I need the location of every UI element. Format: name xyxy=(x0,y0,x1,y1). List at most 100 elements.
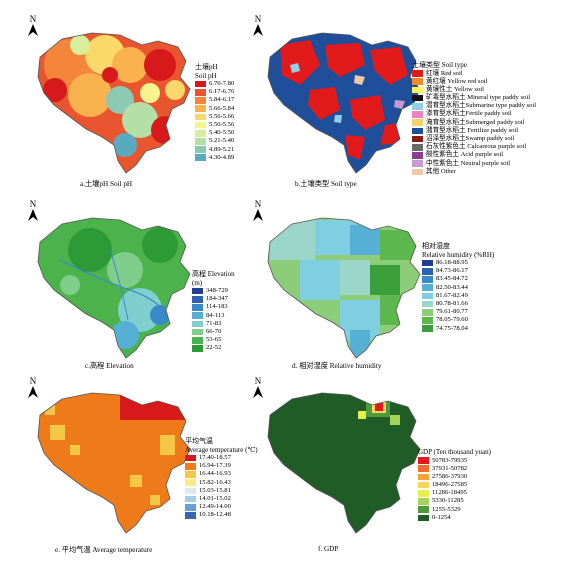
legend-label: 黄红壤 Yellow red soil xyxy=(426,77,488,85)
legend-label: 86.18-88.95 xyxy=(436,259,468,266)
legend-swatch xyxy=(412,160,423,167)
legend-swatch xyxy=(185,454,196,462)
legend-label: 石灰性紫色土 Calcareous purple soil xyxy=(426,143,527,151)
legend-swatch xyxy=(195,138,206,145)
legend-item: 6.17-6.76 xyxy=(195,88,234,96)
legend-item: 71-83 xyxy=(192,320,235,328)
legend-swatch xyxy=(418,506,429,514)
legend-subtitle: Average temperature (℃) xyxy=(185,445,258,454)
legend-item: 84-113 xyxy=(192,312,235,320)
legend-label: 6.17-6.76 xyxy=(209,88,235,96)
legend-label: 5.66-5.84 xyxy=(209,104,235,112)
legend-item: 81.67-82.49 xyxy=(422,292,494,300)
legend-label: 71-83 xyxy=(206,319,222,327)
legend-item: 15.82-16.43 xyxy=(185,479,258,487)
average-temperature-map xyxy=(37,392,191,534)
north-arrow-icon: N xyxy=(250,15,266,36)
panel-soil-type: N 土壤类型 Soil type 红壤 Red soil 黄红壤 Yellow r… xyxy=(253,5,580,190)
legend-item: 矿毒型水稻土 Mineral type paddy soil xyxy=(412,94,536,102)
legend-item: 66-70 xyxy=(192,328,235,336)
legend-label: 18496-27585 xyxy=(432,481,468,489)
legend-title: 平均气温 xyxy=(185,437,213,445)
caption-gdp: f. GDP xyxy=(318,545,339,553)
legend-item: 79.61-80.77 xyxy=(422,308,494,316)
legend-swatch xyxy=(195,154,206,162)
legend-label: 潴育型水稻土 Fertilize paddy soil xyxy=(426,126,519,134)
legend-label: 79.61-80.77 xyxy=(436,308,468,316)
legend-label: 中性紫色土 Neutral purple soil xyxy=(426,159,511,167)
soil-ph-legend: 土壤pH Soil pH 6.76-7.80 6.17-6.76 5.84-6.17… xyxy=(195,63,234,162)
legend-label: 15.82-16.43 xyxy=(199,478,231,486)
legend-swatch xyxy=(412,168,423,176)
legend-label: 22-52 xyxy=(206,344,222,352)
legend-label: 11286-18495 xyxy=(432,489,467,497)
legend-swatch xyxy=(422,325,433,332)
north-arrow-icon: N xyxy=(25,377,41,398)
north-arrow-icon: N xyxy=(25,200,41,221)
legend-item: 5.84-6.17 xyxy=(195,96,234,104)
legend-swatch xyxy=(412,119,423,127)
legend-swatch xyxy=(185,479,196,486)
legend-label: 82.50-83.44 xyxy=(436,283,468,291)
legend-item: 37931-50782 xyxy=(418,465,491,473)
legend-item: 80.78-81.66 xyxy=(422,300,494,308)
legend-swatch xyxy=(195,105,206,112)
legend-swatch xyxy=(185,512,196,519)
legend-item: 4.30-4.89 xyxy=(195,154,234,162)
legend-label: 5.84-6.17 xyxy=(209,96,235,104)
legend-item: 潜育型水稻土Submarine type paddy soil xyxy=(412,102,536,110)
legend-item: 82.50-83.44 xyxy=(422,284,494,292)
legend-item: 5.21-5.40 xyxy=(195,137,234,145)
legend-item: 15.03-15.81 xyxy=(185,487,258,495)
legend-label: 114-183 xyxy=(206,303,228,311)
panel-soil-ph: N 土壤pH Soil pH 6.76-7.80 6.17-6.76 5 xyxy=(10,5,300,190)
legend-swatch xyxy=(192,312,203,319)
north-arrow-icon: N xyxy=(250,377,266,398)
legend-title: 土壤pH xyxy=(195,63,218,71)
legend-swatch xyxy=(422,292,433,300)
legend-swatch xyxy=(418,457,429,464)
legend-item: 17.40-18.57 xyxy=(185,454,258,462)
legend-swatch xyxy=(418,514,429,522)
legend-item: 184-347 xyxy=(192,295,235,303)
relative-humidity-map xyxy=(267,217,421,359)
legend-swatch xyxy=(412,94,423,102)
legend-swatch xyxy=(418,481,429,489)
legend-item: 5.40-5.50 xyxy=(195,129,234,137)
gdp-map xyxy=(267,392,421,534)
legend-item: 78.05-79.60 xyxy=(422,316,494,324)
legend-label: 84-113 xyxy=(206,311,225,319)
caption-average-temperature: e. 平均气温 Average temperature xyxy=(55,546,153,554)
legend-item: 0-1254 xyxy=(418,514,491,522)
legend-label: 16.94-17.39 xyxy=(199,462,231,470)
legend-item: 酸性紫色土 Acid purple soil xyxy=(412,151,536,159)
legend-item: 22-52 xyxy=(192,344,235,352)
elevation-map xyxy=(37,217,191,359)
legend-swatch xyxy=(418,465,429,473)
legend-label: 348-729 xyxy=(206,287,228,294)
legend-item: 其他 Other xyxy=(412,168,536,176)
legend-swatch xyxy=(192,345,203,352)
legend-swatch xyxy=(418,498,429,505)
legend-label: 17.40-18.57 xyxy=(199,454,231,461)
legend-item: 6.76-7.80 xyxy=(195,80,234,88)
legend-item: 18496-27585 xyxy=(418,481,491,489)
north-arrow-icon: N xyxy=(250,200,266,221)
legend-label: 27586-37930 xyxy=(432,472,468,480)
legend-swatch xyxy=(185,495,196,503)
legend-item: 红壤 Red soil xyxy=(412,70,536,78)
legend-label: 沼泽型水稻土Swamp paddy soil xyxy=(426,135,515,142)
legend-label: 50783-79935 xyxy=(432,456,468,464)
legend-rows: 红壤 Red soil 黄红壤 Yellow red soil 黄壤性土 Yello… xyxy=(412,70,536,176)
legend-swatch xyxy=(192,304,203,311)
legend-label: 5.40-5.50 xyxy=(209,129,235,137)
legend-label: 37931-50782 xyxy=(432,464,468,472)
panel-gdp: N GDP (Ten thousand yuan) 50783-79935 379… xyxy=(240,375,530,560)
legend-swatch xyxy=(412,103,423,110)
legend-label: 4.30-4.89 xyxy=(209,153,235,161)
legend-swatch xyxy=(422,259,433,267)
legend-swatch xyxy=(422,308,433,316)
legend-swatch xyxy=(192,287,203,295)
legend-label: 81.67-82.49 xyxy=(436,291,468,299)
legend-item: 5.56-5.66 xyxy=(195,113,234,121)
